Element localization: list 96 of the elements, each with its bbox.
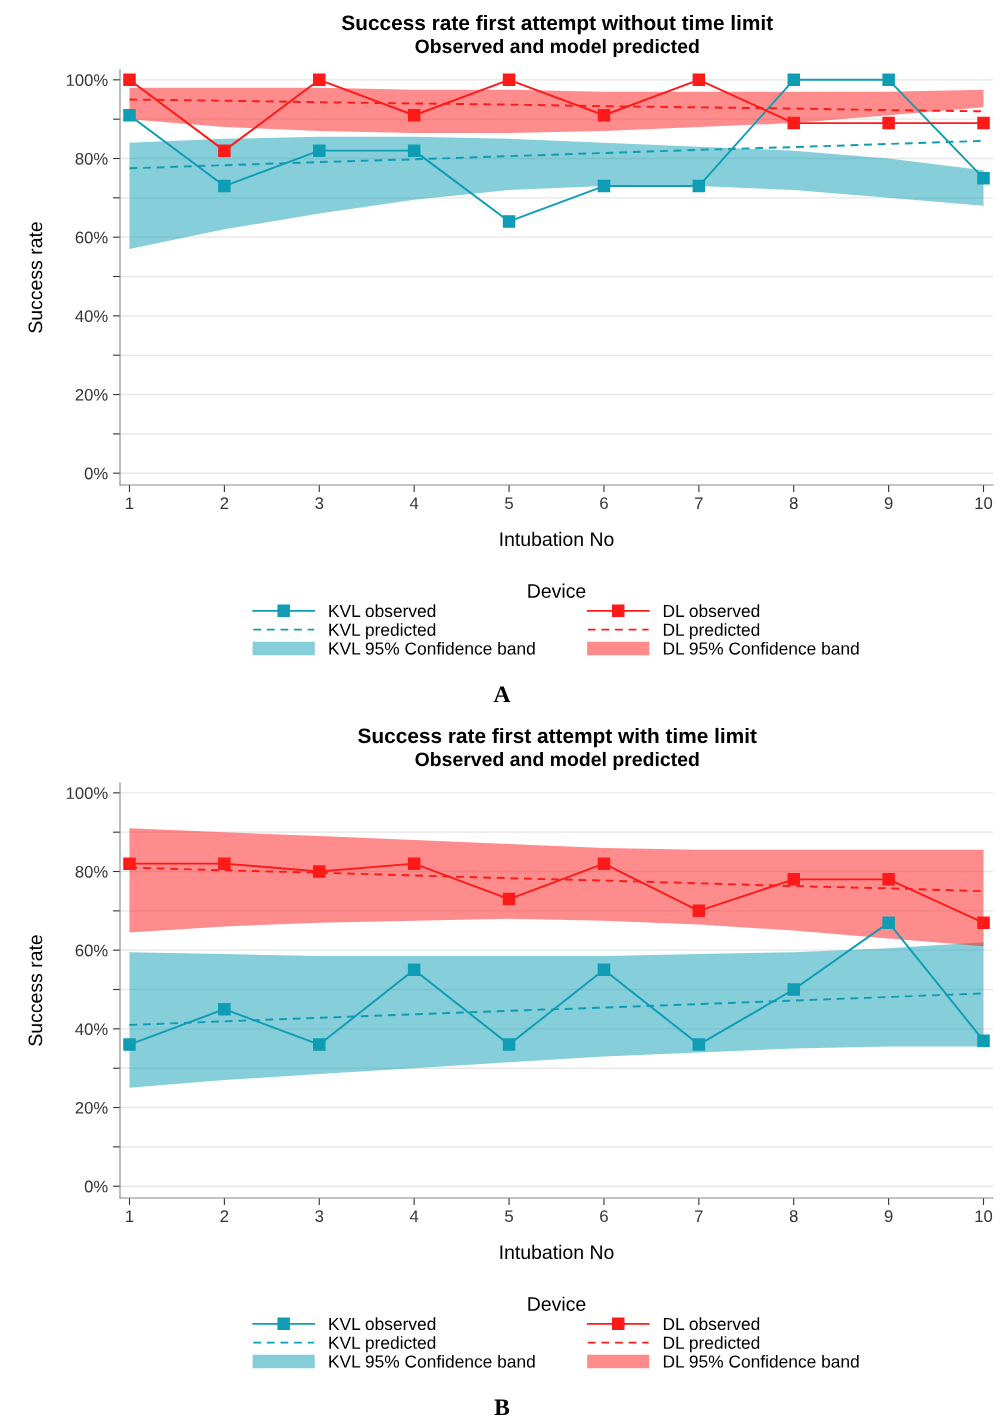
legend-label: KVL predicted (329, 623, 436, 640)
legend-label: DL observed (663, 1317, 760, 1331)
x-tick-label: 7 (695, 497, 703, 509)
x-tick-label: 10 (975, 1210, 993, 1223)
point (692, 1038, 706, 1051)
point (882, 916, 895, 929)
x-tick-label: 3 (315, 497, 324, 510)
y-tick-label: 100% (66, 787, 108, 800)
point (882, 873, 895, 886)
point (218, 144, 231, 157)
y-tick-label: 20% (75, 388, 108, 401)
legend-label: KVL observed (329, 1317, 436, 1331)
y-axis-title: Success rate (28, 222, 43, 333)
x-tick-label: 6 (600, 1210, 608, 1223)
x-axis-title: Intubation No (500, 531, 614, 547)
point (977, 916, 990, 929)
point (313, 73, 326, 87)
legend-title: Device (528, 1296, 586, 1311)
point (692, 179, 706, 193)
point (692, 904, 706, 918)
text: KVL 95% Confidence band (329, 1354, 535, 1368)
point (977, 171, 990, 185)
x-tick-label: 5 (505, 1210, 513, 1223)
x-tick-label: 2 (220, 1210, 229, 1222)
point (313, 865, 326, 878)
y-tick-label: 40% (75, 310, 108, 323)
point (597, 108, 611, 122)
y-tick-label: 80% (75, 865, 108, 878)
text: DL 95% Confidence band (663, 1354, 859, 1368)
x-tick-label: 9 (884, 1210, 893, 1223)
point (882, 116, 895, 130)
legend-label: DL observed (663, 604, 760, 618)
point (502, 73, 516, 87)
point (787, 873, 800, 886)
x-tick-label: 1 (126, 497, 134, 509)
x-axis-title: Intubation No (500, 1244, 614, 1260)
text: B (494, 1399, 510, 1416)
chart-title: Success rate first attempt with time limit (358, 727, 757, 748)
y-axis-title: Success rate (28, 935, 43, 1046)
point (407, 108, 421, 122)
point (218, 857, 231, 870)
point (977, 116, 990, 130)
y-tick-label: 80% (75, 152, 108, 165)
point (123, 857, 136, 870)
legend-title: Device (528, 583, 586, 598)
point (502, 215, 516, 228)
x-tick-label: 3 (315, 1210, 324, 1223)
x-tick-label: 7 (695, 1210, 703, 1222)
point (313, 144, 326, 157)
legend-label: DL predicted (663, 1336, 760, 1353)
y-tick-label: 100% (66, 74, 108, 87)
point (218, 179, 231, 193)
x-tick-label: 1 (126, 1210, 134, 1222)
point (787, 73, 800, 87)
text: DL 95% Confidence band (663, 641, 859, 655)
point (787, 116, 800, 130)
point (123, 73, 136, 87)
y-tick-label: 40% (75, 1023, 108, 1036)
x-tick-label: 10 (975, 497, 993, 510)
chart-subtitle: Observed and model predicted (415, 751, 699, 771)
y-tick-label: 60% (75, 231, 108, 244)
x-tick-label: 8 (789, 1210, 798, 1223)
x-tick-label: 2 (220, 497, 229, 509)
y-tick-label: 0% (84, 1180, 108, 1193)
point (977, 1034, 990, 1047)
x-tick-label: 6 (600, 497, 608, 510)
x-tick-label: 9 (884, 497, 893, 510)
point (123, 108, 136, 122)
y-tick-label: 20% (75, 1101, 108, 1114)
chart-subtitle: Observed and model predicted (415, 38, 699, 58)
text: A (493, 686, 511, 702)
point (787, 983, 800, 996)
point (502, 1038, 516, 1051)
point (597, 963, 611, 977)
y-tick-label: 60% (75, 944, 108, 957)
x-tick-label: 8 (789, 497, 798, 510)
point (313, 1038, 326, 1051)
chart-title: Success rate first attempt without time limit (341, 14, 773, 35)
point (407, 963, 421, 977)
x-tick-label: 5 (505, 497, 513, 510)
legend-label: KVL predicted (329, 1336, 436, 1353)
x-tick-label: 4 (409, 1210, 419, 1222)
point (407, 857, 421, 870)
y-tick-label: 0% (84, 467, 108, 480)
x-tick-label: 4 (409, 497, 419, 509)
point (407, 144, 421, 157)
point (597, 857, 611, 870)
point (882, 73, 895, 87)
legend-label: DL predicted (663, 623, 760, 640)
text: KVL 95% Confidence band (329, 641, 535, 655)
point (218, 1002, 231, 1016)
point (597, 179, 611, 193)
legend-label: KVL observed (329, 604, 436, 618)
point (123, 1038, 136, 1051)
point (692, 73, 706, 87)
point (502, 892, 516, 906)
